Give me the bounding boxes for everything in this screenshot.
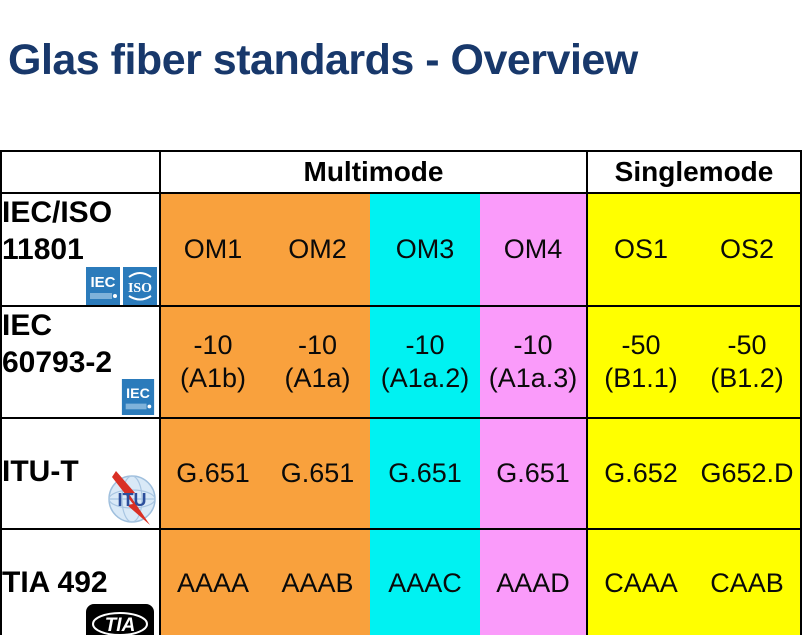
table-cell: AAAA [160, 528, 265, 635]
logo-strip: IEC [121, 379, 155, 415]
corner-cell [0, 150, 161, 194]
svg-text:TIA: TIA [105, 615, 136, 635]
table-row-itu-t: ITU-T ITU G.651 G.651 [0, 417, 802, 530]
iso-logo-icon: ISO [123, 267, 157, 305]
row-label-tia-492: TIA 492 TIA [0, 528, 161, 635]
row-label-line1: TIA 492 [2, 566, 108, 599]
table-cell: -50 (B1.1) [587, 305, 694, 419]
iec-logo-icon: IEC [86, 267, 120, 305]
table-cell: AAAB [265, 528, 370, 635]
itu-logo-icon: ITU [106, 468, 158, 528]
table-cell: CAAA [587, 528, 694, 635]
row-label-iec-60793-2: IEC 60793-2 IEC [0, 305, 161, 419]
table-cell: CAAB [694, 528, 802, 635]
page-title: Glas fiber standards - Overview [8, 36, 638, 84]
table-cell: -50 (B1.2) [694, 305, 802, 419]
table-cell: OM3 [370, 192, 480, 307]
table-row-tia-492: TIA 492 TIA AAAA AAAB AAAC AAAD [0, 528, 802, 635]
tia-logo-icon: TIA [86, 604, 154, 635]
logo-strip: IEC ISO [86, 267, 157, 305]
table-cell: AAAC [370, 528, 480, 635]
row-label-line2: 60793-2 [2, 346, 113, 379]
iec-logo-icon: IEC [121, 379, 155, 415]
table-cell: G652.D [694, 417, 802, 530]
table-cell: OS1 [587, 192, 694, 307]
table-cell: G.651 [160, 417, 265, 530]
table-cell: OS2 [694, 192, 802, 307]
svg-text:ISO: ISO [128, 281, 152, 296]
svg-text:IEC: IEC [126, 386, 150, 402]
table-row-iec-60793-2: IEC 60793-2 IEC -10 (A1b) -10 (A1a) - [0, 305, 802, 419]
table-cell: OM4 [480, 192, 588, 307]
table-cell: OM1 [160, 192, 265, 307]
svg-text:ITU: ITU [118, 490, 147, 510]
row-label-line1: IEC/ISO [2, 196, 113, 229]
table-cell: AAAD [480, 528, 588, 635]
table-cell: -10 (A1b) [160, 305, 265, 419]
header-row: Multimode Singlemode [0, 150, 802, 194]
standards-table: Multimode Singlemode IEC/ISO 11801 IEC [0, 150, 802, 635]
row-label-line1: IEC [2, 309, 53, 342]
svg-text:IEC: IEC [90, 274, 115, 291]
table-cell: -10 (A1a.2) [370, 305, 480, 419]
table-cell: G.651 [370, 417, 480, 530]
row-label-iec-iso-11801: IEC/ISO 11801 IEC ISO [0, 192, 161, 307]
singlemode-header: Singlemode [587, 150, 802, 194]
table-row-iec-iso-11801: IEC/ISO 11801 IEC ISO [0, 192, 802, 307]
table-cell: OM2 [265, 192, 370, 307]
row-label-itu-t: ITU-T ITU [0, 417, 161, 530]
row-label-line2: 11801 [2, 233, 84, 266]
table-cell: G.651 [265, 417, 370, 530]
table-cell: G.652 [587, 417, 694, 530]
table-cell: -10 (A1a) [265, 305, 370, 419]
table-cell: -10 (A1a.3) [480, 305, 588, 419]
row-label-line1: ITU-T [2, 455, 79, 488]
multimode-header: Multimode [160, 150, 588, 194]
table-cell: G.651 [480, 417, 588, 530]
